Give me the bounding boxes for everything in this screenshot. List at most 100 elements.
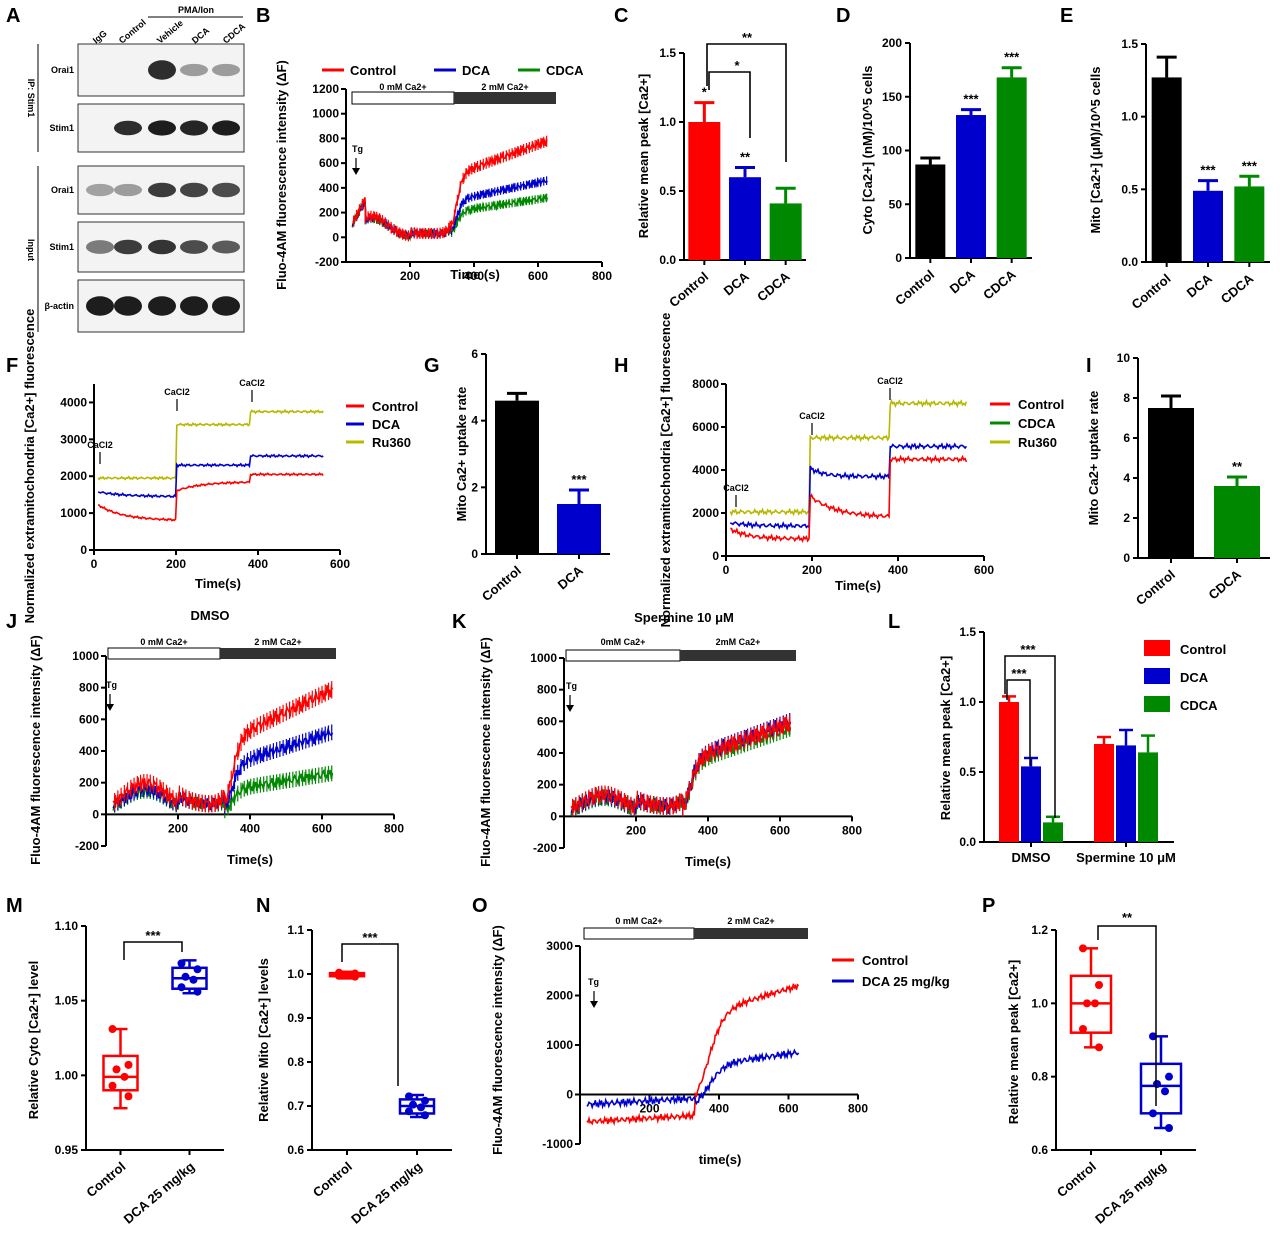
x-tick-label: 0 xyxy=(91,557,98,571)
y-tick-label: 0.5 xyxy=(1121,182,1138,196)
y-tick-label: 1200 xyxy=(312,82,339,96)
sig-label: *** xyxy=(1011,666,1027,681)
blot-band xyxy=(114,296,142,316)
panel-label: I xyxy=(1086,355,1092,377)
blot-band xyxy=(148,239,176,255)
lane-label: CDCA xyxy=(221,21,248,46)
x-tick-label: Control xyxy=(310,1159,355,1200)
blot-band xyxy=(114,120,142,136)
significance-label: * xyxy=(702,85,708,100)
y-tick-label: 0 xyxy=(92,807,99,821)
y-tick-label: 4 xyxy=(1123,471,1130,485)
y-tick-label: 0.5 xyxy=(959,765,976,779)
legend-label: DCA xyxy=(372,417,401,432)
data-point xyxy=(1091,999,1099,1008)
sig-bracket xyxy=(1006,679,1031,766)
y-tick-label: 0.5 xyxy=(659,184,676,198)
bar xyxy=(956,115,986,259)
y-tick-label: 1.5 xyxy=(959,625,976,639)
y-tick-label: 6 xyxy=(1123,431,1130,445)
significance-label: *** xyxy=(963,92,979,107)
zero-ca-bar xyxy=(583,927,695,940)
chart-title: DMSO xyxy=(191,608,230,623)
panel-label: A xyxy=(6,5,20,27)
legend-label: CDCA xyxy=(546,63,584,78)
panel-label: E xyxy=(1060,5,1073,27)
y-tick-label: 1.0 xyxy=(959,695,976,709)
y-tick-label: 0.8 xyxy=(1031,1070,1048,1084)
x-tick-label: 200 xyxy=(626,823,646,837)
x-tick-label: DCA 25 mg/kg xyxy=(348,1159,425,1227)
legend-label: Ru360 xyxy=(372,435,411,450)
legend-label: Control xyxy=(350,63,396,78)
trace-control xyxy=(97,472,324,522)
blot-band xyxy=(148,60,176,80)
x-tick-label: CDCA xyxy=(754,268,793,304)
cacl2-marker: CaCl2 xyxy=(239,378,265,388)
tg-arrowhead xyxy=(352,168,360,175)
y-tick-label: 0.95 xyxy=(55,1143,79,1157)
x-tick-label: Control xyxy=(83,1159,128,1200)
two-ca-bar xyxy=(694,928,808,939)
significance-label: ** xyxy=(740,150,751,165)
trace-ru360 xyxy=(97,408,324,481)
panel-label: O xyxy=(472,895,488,917)
y-tick-label: 3000 xyxy=(60,432,87,446)
y-tick-label: 200 xyxy=(319,206,339,220)
blot-band xyxy=(86,240,114,254)
bar xyxy=(1138,752,1158,842)
x-tick-label: 400 xyxy=(248,557,268,571)
y-tick-label: 0.0 xyxy=(959,835,976,849)
y-tick-label: 10 xyxy=(1117,351,1131,365)
x-tick-label: Control xyxy=(1054,1159,1099,1200)
y-axis-label: Mito Ca2+ uptake rate xyxy=(1086,391,1101,526)
bar xyxy=(1234,186,1265,262)
y-axis-label: Mito [Ca2+] (μM)/10^5 cells xyxy=(1088,67,1103,234)
y-tick-label: 6 xyxy=(471,347,478,361)
y-tick-label: 0 xyxy=(550,809,557,823)
y-axis-label: Relative mean peak [Ca2+] xyxy=(636,74,651,238)
data-point xyxy=(1079,1025,1087,1033)
data-point xyxy=(351,972,359,981)
sig-bracket xyxy=(706,43,787,162)
legend-label: CDCA xyxy=(1180,698,1218,713)
x-tick-label: 800 xyxy=(592,269,612,283)
x-tick-label: 600 xyxy=(312,821,332,835)
legend-label: Control xyxy=(372,399,418,414)
x-tick-label: Control xyxy=(666,269,711,310)
y-tick-label: 0.6 xyxy=(1031,1143,1048,1157)
bar xyxy=(1151,77,1182,262)
data-point xyxy=(108,1025,117,1034)
bar-label: 2 mM Ca2+ xyxy=(727,916,774,926)
x-axis-label: Time(s) xyxy=(685,854,731,869)
y-tick-label: 4000 xyxy=(60,395,87,409)
y-tick-label: 1.0 xyxy=(659,115,676,129)
y-tick-label: 1000 xyxy=(546,1038,573,1052)
y-tick-label: 1.10 xyxy=(55,919,79,933)
panel-label: D xyxy=(836,5,850,27)
two-ca-bar xyxy=(680,650,796,661)
x-tick-label: DCA xyxy=(721,268,753,298)
panel-label: C xyxy=(614,5,628,27)
y-tick-label: 50 xyxy=(889,197,903,211)
x-tick-label: 600 xyxy=(974,563,994,577)
x-tick-label: 400 xyxy=(698,823,718,837)
data-point xyxy=(1165,1072,1173,1081)
y-axis-label: Relative mean peak [Ca2+] xyxy=(938,656,953,820)
y-tick-label: 1.05 xyxy=(55,994,79,1008)
x-tick-label: DCA 25 mg/kg xyxy=(121,1159,198,1227)
y-axis-label: Relative Mito [Ca2+] levels xyxy=(256,958,271,1122)
lane-label: Vehicle xyxy=(155,18,185,46)
box xyxy=(1139,1062,1183,1115)
x-tick-label: 800 xyxy=(848,1102,868,1116)
zero-ca-bar xyxy=(565,649,681,662)
tg-arrowhead xyxy=(590,1001,598,1008)
blot-band xyxy=(212,120,240,136)
x-tick-label: Control xyxy=(892,267,937,308)
bar-label: 2 mM Ca2+ xyxy=(254,637,301,647)
legend-label: Ru360 xyxy=(1018,435,1057,450)
y-axis-label: Normalized extramitochondria [Ca2+] fluo… xyxy=(22,309,37,624)
blot-band xyxy=(114,239,142,255)
section-label: Input xyxy=(26,239,36,261)
legend-swatch xyxy=(1144,668,1170,684)
